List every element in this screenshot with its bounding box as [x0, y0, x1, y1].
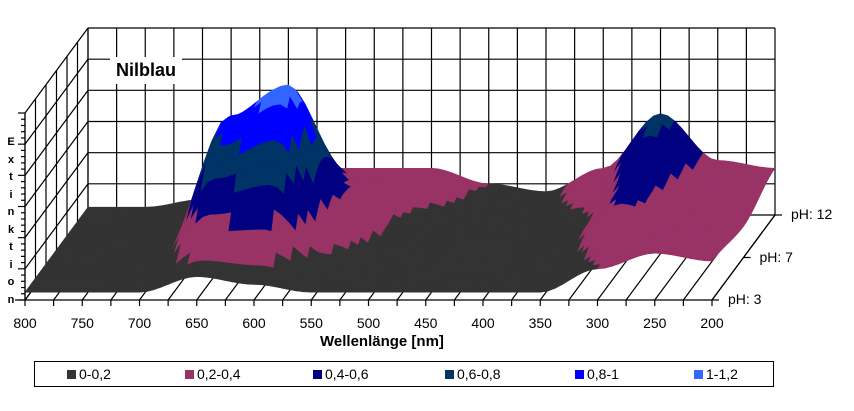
y-axis-label-letter: x — [7, 153, 15, 166]
legend-item: 0,2-0,4 — [185, 366, 241, 382]
legend-swatch — [445, 369, 454, 379]
legend-label: 0,4-0,6 — [325, 366, 369, 382]
x-tick-label: 400 — [471, 315, 495, 331]
legend-swatch — [694, 369, 703, 379]
depth-tick-label: pH: 3 — [728, 291, 762, 307]
surface — [24, 84, 776, 293]
y-axis-label-letter: t — [9, 171, 13, 183]
y-axis-label-letter: t — [9, 241, 13, 253]
x-tick-label: 200 — [700, 315, 724, 331]
legend-label: 0-0,2 — [79, 366, 111, 382]
x-tick-label: 750 — [70, 315, 94, 331]
y-axis-label-letter: o — [7, 276, 15, 288]
chart-axes — [15, 112, 782, 306]
depth-tick-label: pH: 7 — [759, 248, 793, 265]
x-tick-label: 350 — [528, 315, 552, 331]
y-axis-label-letter: k — [7, 223, 15, 236]
legend-item: 0,6-0,8 — [445, 366, 501, 382]
legend-swatch — [575, 369, 584, 379]
legend-item: 0-0,2 — [67, 366, 111, 382]
y-axis-label-letter: n — [7, 293, 15, 306]
legend-item: 1-1,2 — [694, 366, 738, 382]
x-tick-label: 700 — [127, 315, 152, 331]
legend-label: 0,2-0,4 — [197, 366, 241, 382]
legend-swatch — [67, 369, 76, 379]
x-tick-label: 450 — [414, 315, 438, 331]
x-tick-label: 800 — [13, 315, 37, 331]
y-axis-label-letter: E — [7, 136, 15, 148]
y-axis-label-letter: i — [9, 258, 13, 271]
x-tick-label: 300 — [585, 315, 610, 331]
y-axis-label-letter: i — [9, 188, 13, 201]
legend-swatch — [313, 369, 322, 379]
legend-label: 0,6-0,8 — [457, 366, 501, 382]
chart-title: Nilblau — [110, 57, 183, 84]
legend: 0-0,2 0,2-0,4 0,4-0,6 0,6-0,8 0,8-1 1-1,2 — [34, 361, 774, 387]
legend-item: 0,4-0,6 — [313, 366, 369, 382]
surface-cell — [704, 257, 716, 262]
legend-label: 1-1,2 — [706, 366, 738, 382]
x-tick-label: 500 — [356, 315, 381, 331]
depth-tick-label: pH: 12 — [791, 206, 833, 222]
x-axis-label: Wellenlänge [nm] — [320, 333, 444, 350]
x-tick-label: 550 — [299, 315, 323, 331]
legend-swatch — [185, 369, 194, 379]
legend-label: 0,8-1 — [587, 366, 619, 382]
x-tick-label: 600 — [242, 315, 266, 331]
x-tick-label: 650 — [185, 315, 209, 331]
legend-item: 0,8-1 — [575, 366, 619, 382]
x-tick-label: 250 — [643, 315, 667, 331]
y-axis-label-letter: n — [7, 206, 15, 218]
